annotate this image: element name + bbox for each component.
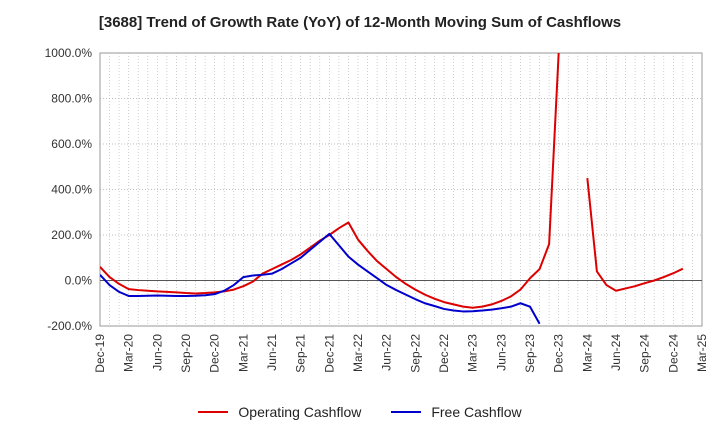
y-tick-label: 0.0% — [65, 274, 93, 288]
y-tick-label: 600.0% — [51, 137, 92, 151]
legend-item-free-cashflow: Free Cashflow — [391, 404, 522, 420]
x-tick-label: Mar-23 — [466, 334, 480, 372]
series-line-operating-cashflow-segment-2 — [586, 178, 684, 292]
y-tick-label: 400.0% — [51, 183, 92, 197]
x-tick-label: Mar-21 — [236, 334, 250, 372]
legend-item-operating-cashflow: Operating Cashflow — [198, 404, 361, 420]
y-tick-label: 200.0% — [51, 228, 92, 242]
x-tick-label: Sep-21 — [294, 334, 308, 373]
x-tick-label: Sep-22 — [408, 334, 422, 373]
x-tick-label: Mar-22 — [351, 334, 365, 372]
x-tick-label: Dec-22 — [437, 334, 451, 373]
y-tick-label: -200.0% — [47, 319, 92, 333]
series-line-free-cashflow — [100, 232, 541, 325]
legend: Operating Cashflow Free Cashflow — [0, 404, 720, 420]
legend-swatch-operating-cashflow — [198, 411, 229, 413]
x-tick-label: Jun-20 — [150, 334, 164, 371]
legend-swatch-free-cashflow — [391, 411, 422, 413]
legend-label-operating-cashflow: Operating Cashflow — [238, 404, 362, 420]
x-tick-label: Mar-24 — [580, 334, 594, 372]
y-tick-label: 800.0% — [51, 92, 92, 106]
x-tick-label: Dec-21 — [322, 334, 336, 373]
x-tick-label: Sep-23 — [523, 334, 537, 373]
x-tick-label: Dec-19 — [93, 334, 107, 373]
y-tick-label: 1000.0% — [45, 46, 93, 60]
chart-title: [3688] Trend of Growth Rate (YoY) of 12-… — [98, 14, 622, 31]
x-tick-label: Sep-20 — [179, 334, 193, 373]
x-tick-label: Jun-21 — [265, 334, 279, 371]
x-tick-label: Dec-24 — [666, 334, 680, 373]
x-tick-label: Mar-25 — [695, 334, 709, 372]
x-tick-label: Jun-22 — [380, 334, 394, 371]
legend-label-free-cashflow: Free Cashflow — [431, 404, 522, 420]
x-tick-label: Mar-20 — [122, 334, 136, 372]
x-tick-label: Jun-23 — [494, 334, 508, 371]
x-tick-label: Sep-24 — [638, 334, 652, 373]
x-tick-label: Jun-24 — [609, 334, 623, 371]
x-tick-label: Dec-23 — [552, 334, 566, 373]
x-tick-label: Dec-20 — [208, 334, 222, 373]
